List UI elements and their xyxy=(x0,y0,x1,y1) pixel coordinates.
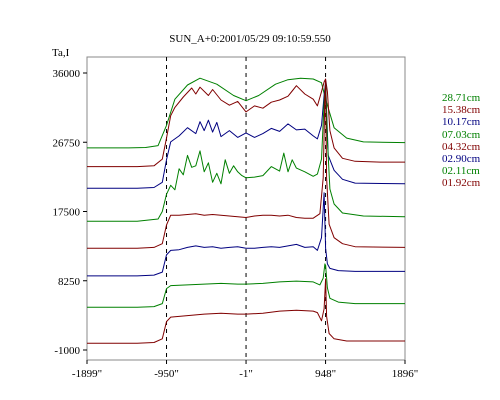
legend-item: 02.11cm xyxy=(442,165,480,178)
series-line-5 xyxy=(87,192,405,277)
series-line-7 xyxy=(87,278,405,344)
y-tick-label: 36000 xyxy=(53,68,81,80)
series-line-1 xyxy=(87,78,405,168)
series-line-4 xyxy=(87,80,406,249)
legend-item: 02.90cm xyxy=(442,153,481,166)
series-line-3 xyxy=(87,83,406,222)
y-tick-label: -1000 xyxy=(54,345,80,357)
x-tick-label: -1899" xyxy=(72,368,102,380)
legend-item: 04.32cm xyxy=(442,140,481,153)
y-tick-label: 17500 xyxy=(53,207,81,219)
legend-item: 10.17cm xyxy=(442,116,481,129)
chart-title: SUN_A+0:2001/05/29 09:10:59.550 xyxy=(169,33,331,45)
x-axis-ticks: -1899" -950" -1" 948" 1896" xyxy=(72,360,418,380)
y-axis-label: Ta,I xyxy=(52,47,70,59)
x-tick-label: -1" xyxy=(239,368,253,380)
series-line-0 xyxy=(87,77,406,149)
x-tick-label: 948" xyxy=(315,368,336,380)
x-tick-label: 1896" xyxy=(392,368,419,380)
y-tick-label: 26750 xyxy=(53,137,81,149)
y-tick-label: 8250 xyxy=(58,276,81,288)
legend: 28.71cm 15.38cm 10.17cm 07.03cm 04.32cm 02.90… xyxy=(442,92,480,190)
legend-item: 01.92cm xyxy=(442,177,481,190)
legend-item: 15.38cm xyxy=(442,104,481,117)
y-axis-ticks: 36000 26750 17500 8250 -1000 xyxy=(53,68,87,357)
series-lines xyxy=(87,77,406,344)
legend-item: 07.03cm xyxy=(442,128,481,141)
legend-item: 28.71cm xyxy=(442,92,481,104)
series-line-6 xyxy=(87,263,405,308)
x-tick-label: -950" xyxy=(154,368,179,380)
